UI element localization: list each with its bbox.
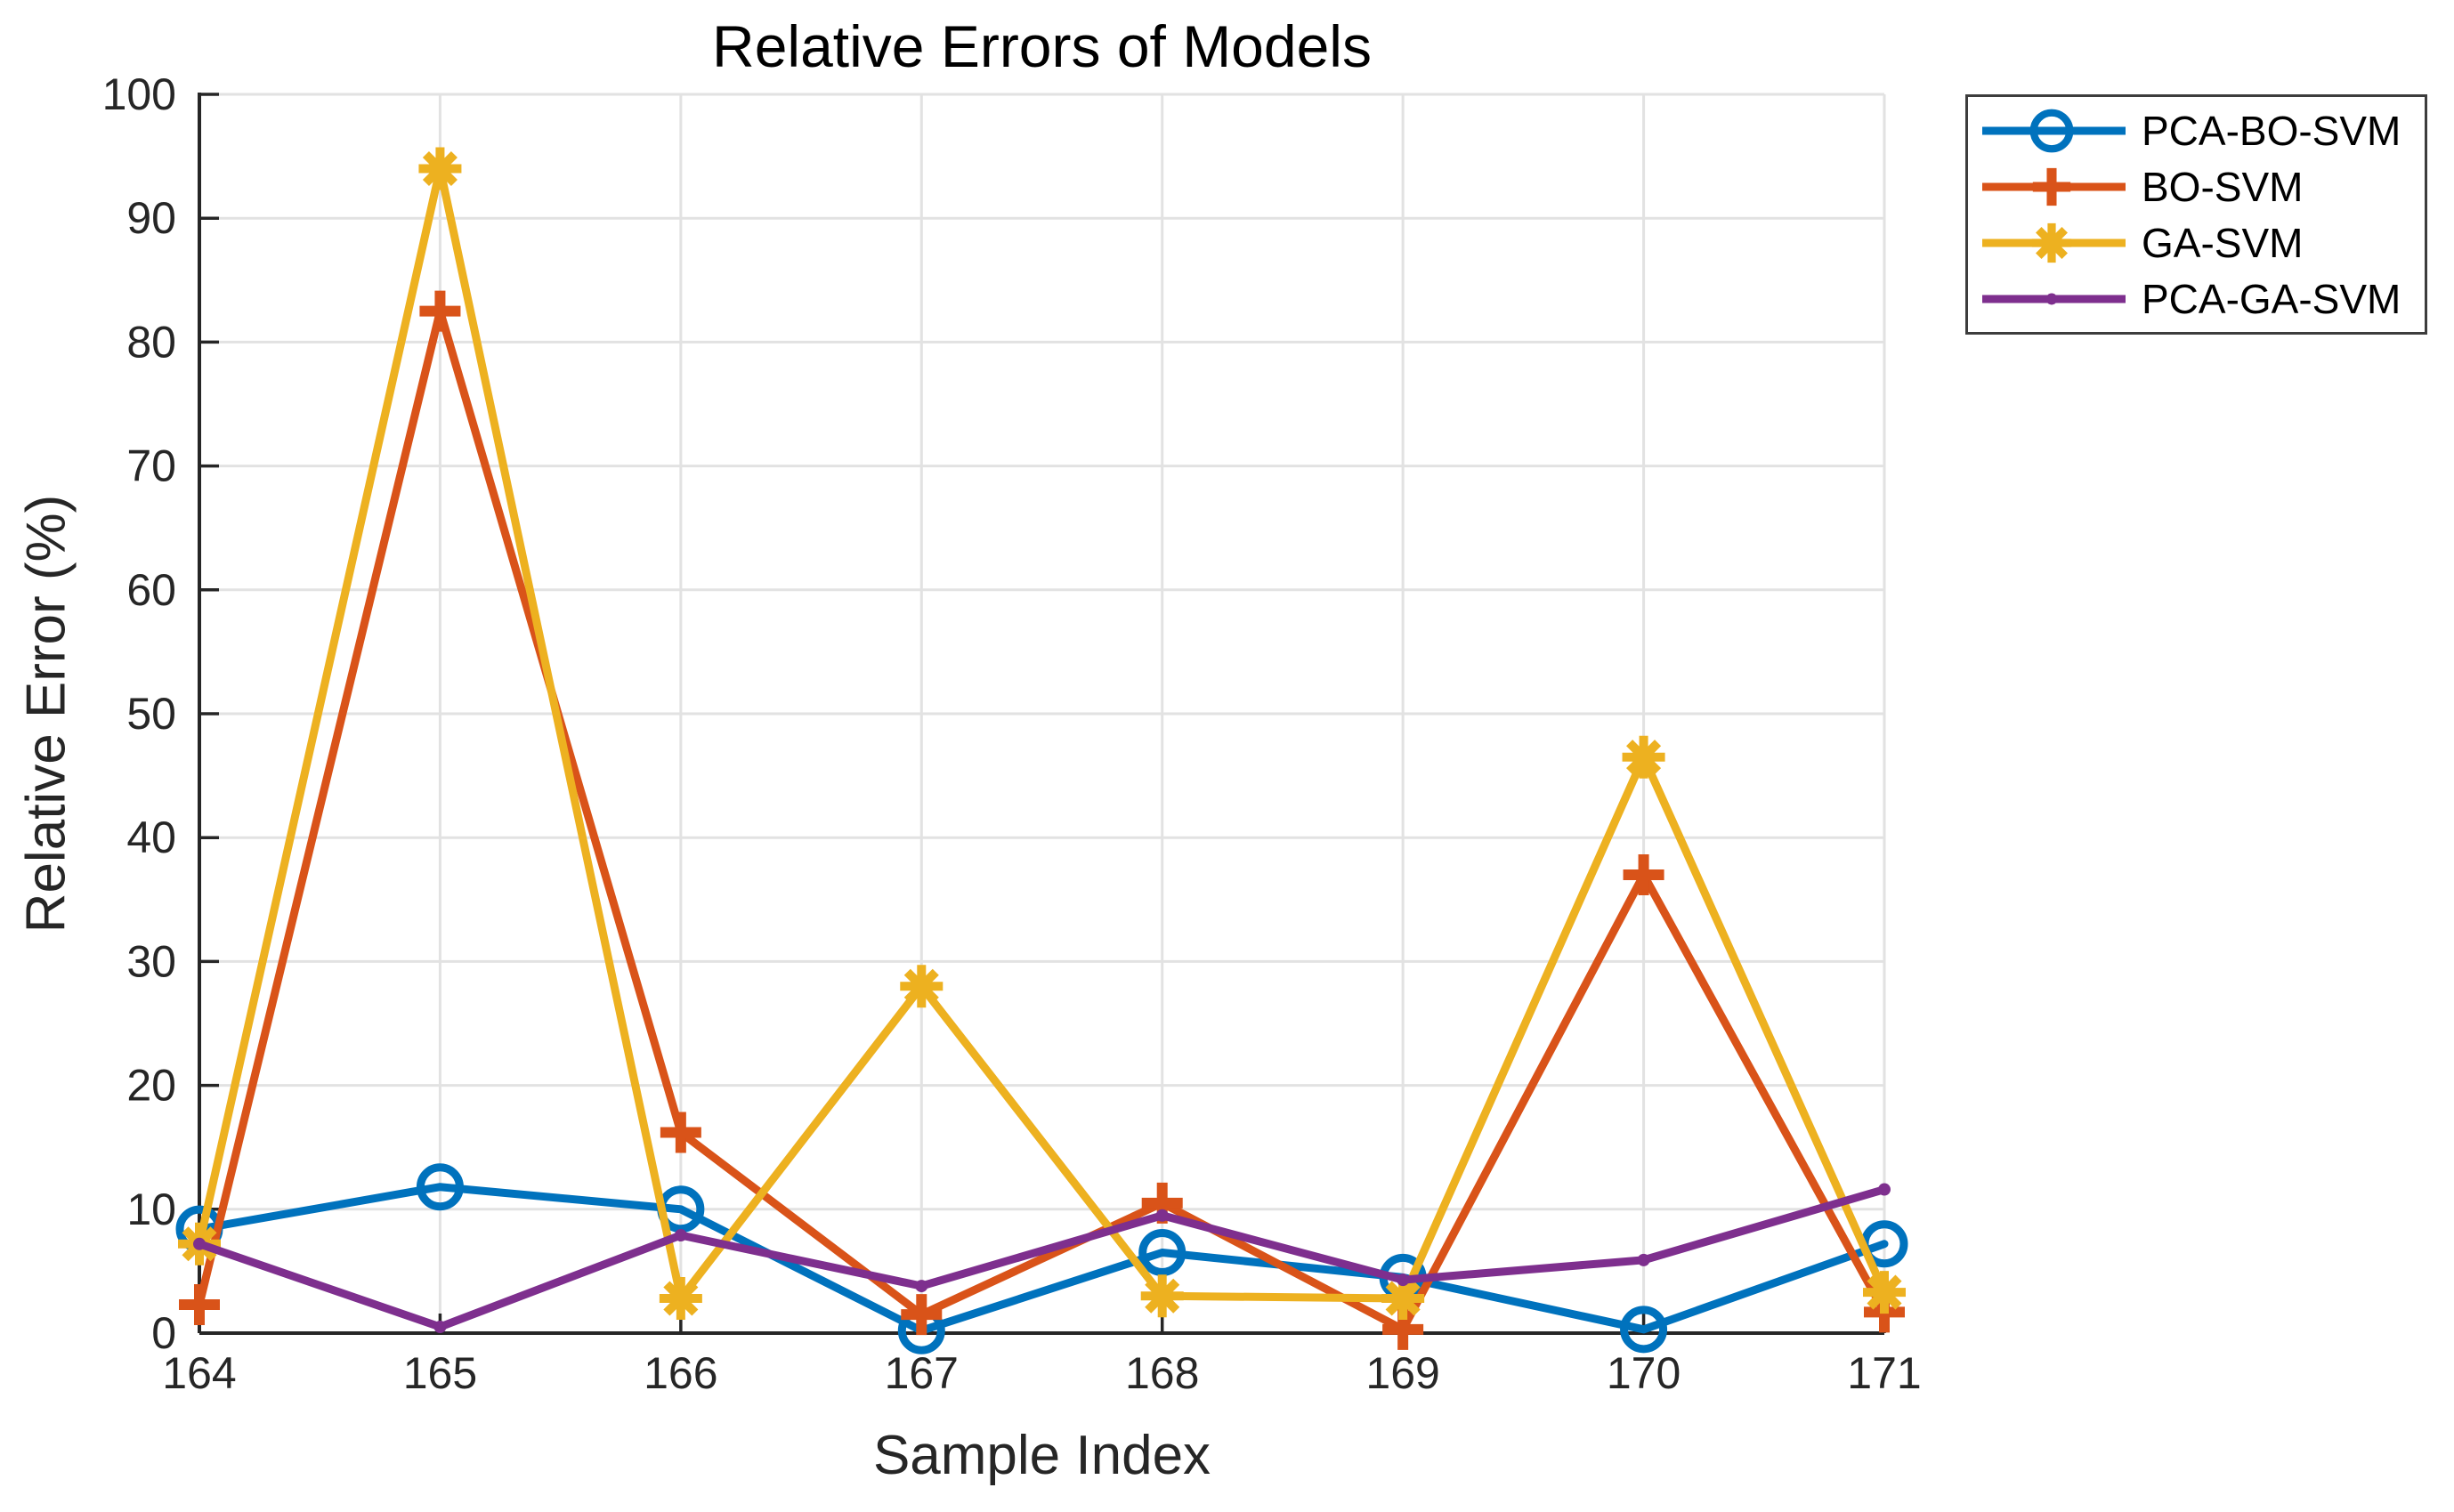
- y-tick-label: 30: [126, 936, 176, 986]
- x-axis-label: Sample Index: [872, 1425, 1211, 1486]
- legend-circle-sample: [1982, 109, 2126, 152]
- series-PCA-GA-SVM: [193, 1183, 1891, 1334]
- legend-asterisk-sample: [1982, 222, 2126, 263]
- legend-dot-sample: [1982, 293, 2126, 304]
- legend-plus-sample: [1982, 167, 2126, 206]
- legend: PCA-BO-SVM BO-SVM GA-SVM PCA-GA-SVM: [1965, 94, 2427, 335]
- y-tick-label: 60: [126, 565, 176, 615]
- legend-label: PCA-GA-SVM: [2142, 275, 2401, 322]
- legend-item-PCA-BO-SVM: PCA-BO-SVM: [1980, 104, 2416, 158]
- y-tick-label: 80: [126, 317, 176, 367]
- legend-item-PCA-GA-SVM: PCA-GA-SVM: [1980, 272, 2416, 326]
- y-tick-label: 90: [126, 193, 176, 243]
- y-tick-label: 50: [126, 689, 176, 739]
- x-tick-label: 171: [1847, 1348, 1921, 1398]
- legend-label: BO-SVM: [2142, 163, 2304, 210]
- y-tick-label: 0: [151, 1308, 176, 1358]
- tick-labels: 164 165 166 167 168 169 170 171 0 10 20 30 40 50 60 70 8…: [102, 69, 1922, 1398]
- y-tick-label: 100: [102, 69, 176, 119]
- chart-title: Relative Errors of Models: [712, 13, 1372, 79]
- x-tick-label: 167: [885, 1348, 959, 1398]
- legend-item-GA-SVM: GA-SVM: [1980, 216, 2416, 270]
- x-tick-label: 165: [403, 1348, 477, 1398]
- x-tick-label: 168: [1125, 1348, 1199, 1398]
- legend-item-BO-SVM: BO-SVM: [1980, 160, 2416, 214]
- x-tick-label: 164: [162, 1348, 236, 1398]
- y-tick-label: 10: [126, 1185, 176, 1234]
- legend-label: PCA-BO-SVM: [2142, 107, 2401, 154]
- x-tick-label: 166: [644, 1348, 717, 1398]
- y-axis-label: Relative Error (%): [15, 494, 77, 934]
- legend-label: GA-SVM: [2142, 219, 2304, 266]
- y-tick-label: 40: [126, 813, 176, 862]
- y-tick-label: 70: [126, 441, 176, 491]
- x-tick-label: 169: [1365, 1348, 1439, 1398]
- y-tick-label: 20: [126, 1061, 176, 1111]
- x-tick-label: 170: [1607, 1348, 1681, 1398]
